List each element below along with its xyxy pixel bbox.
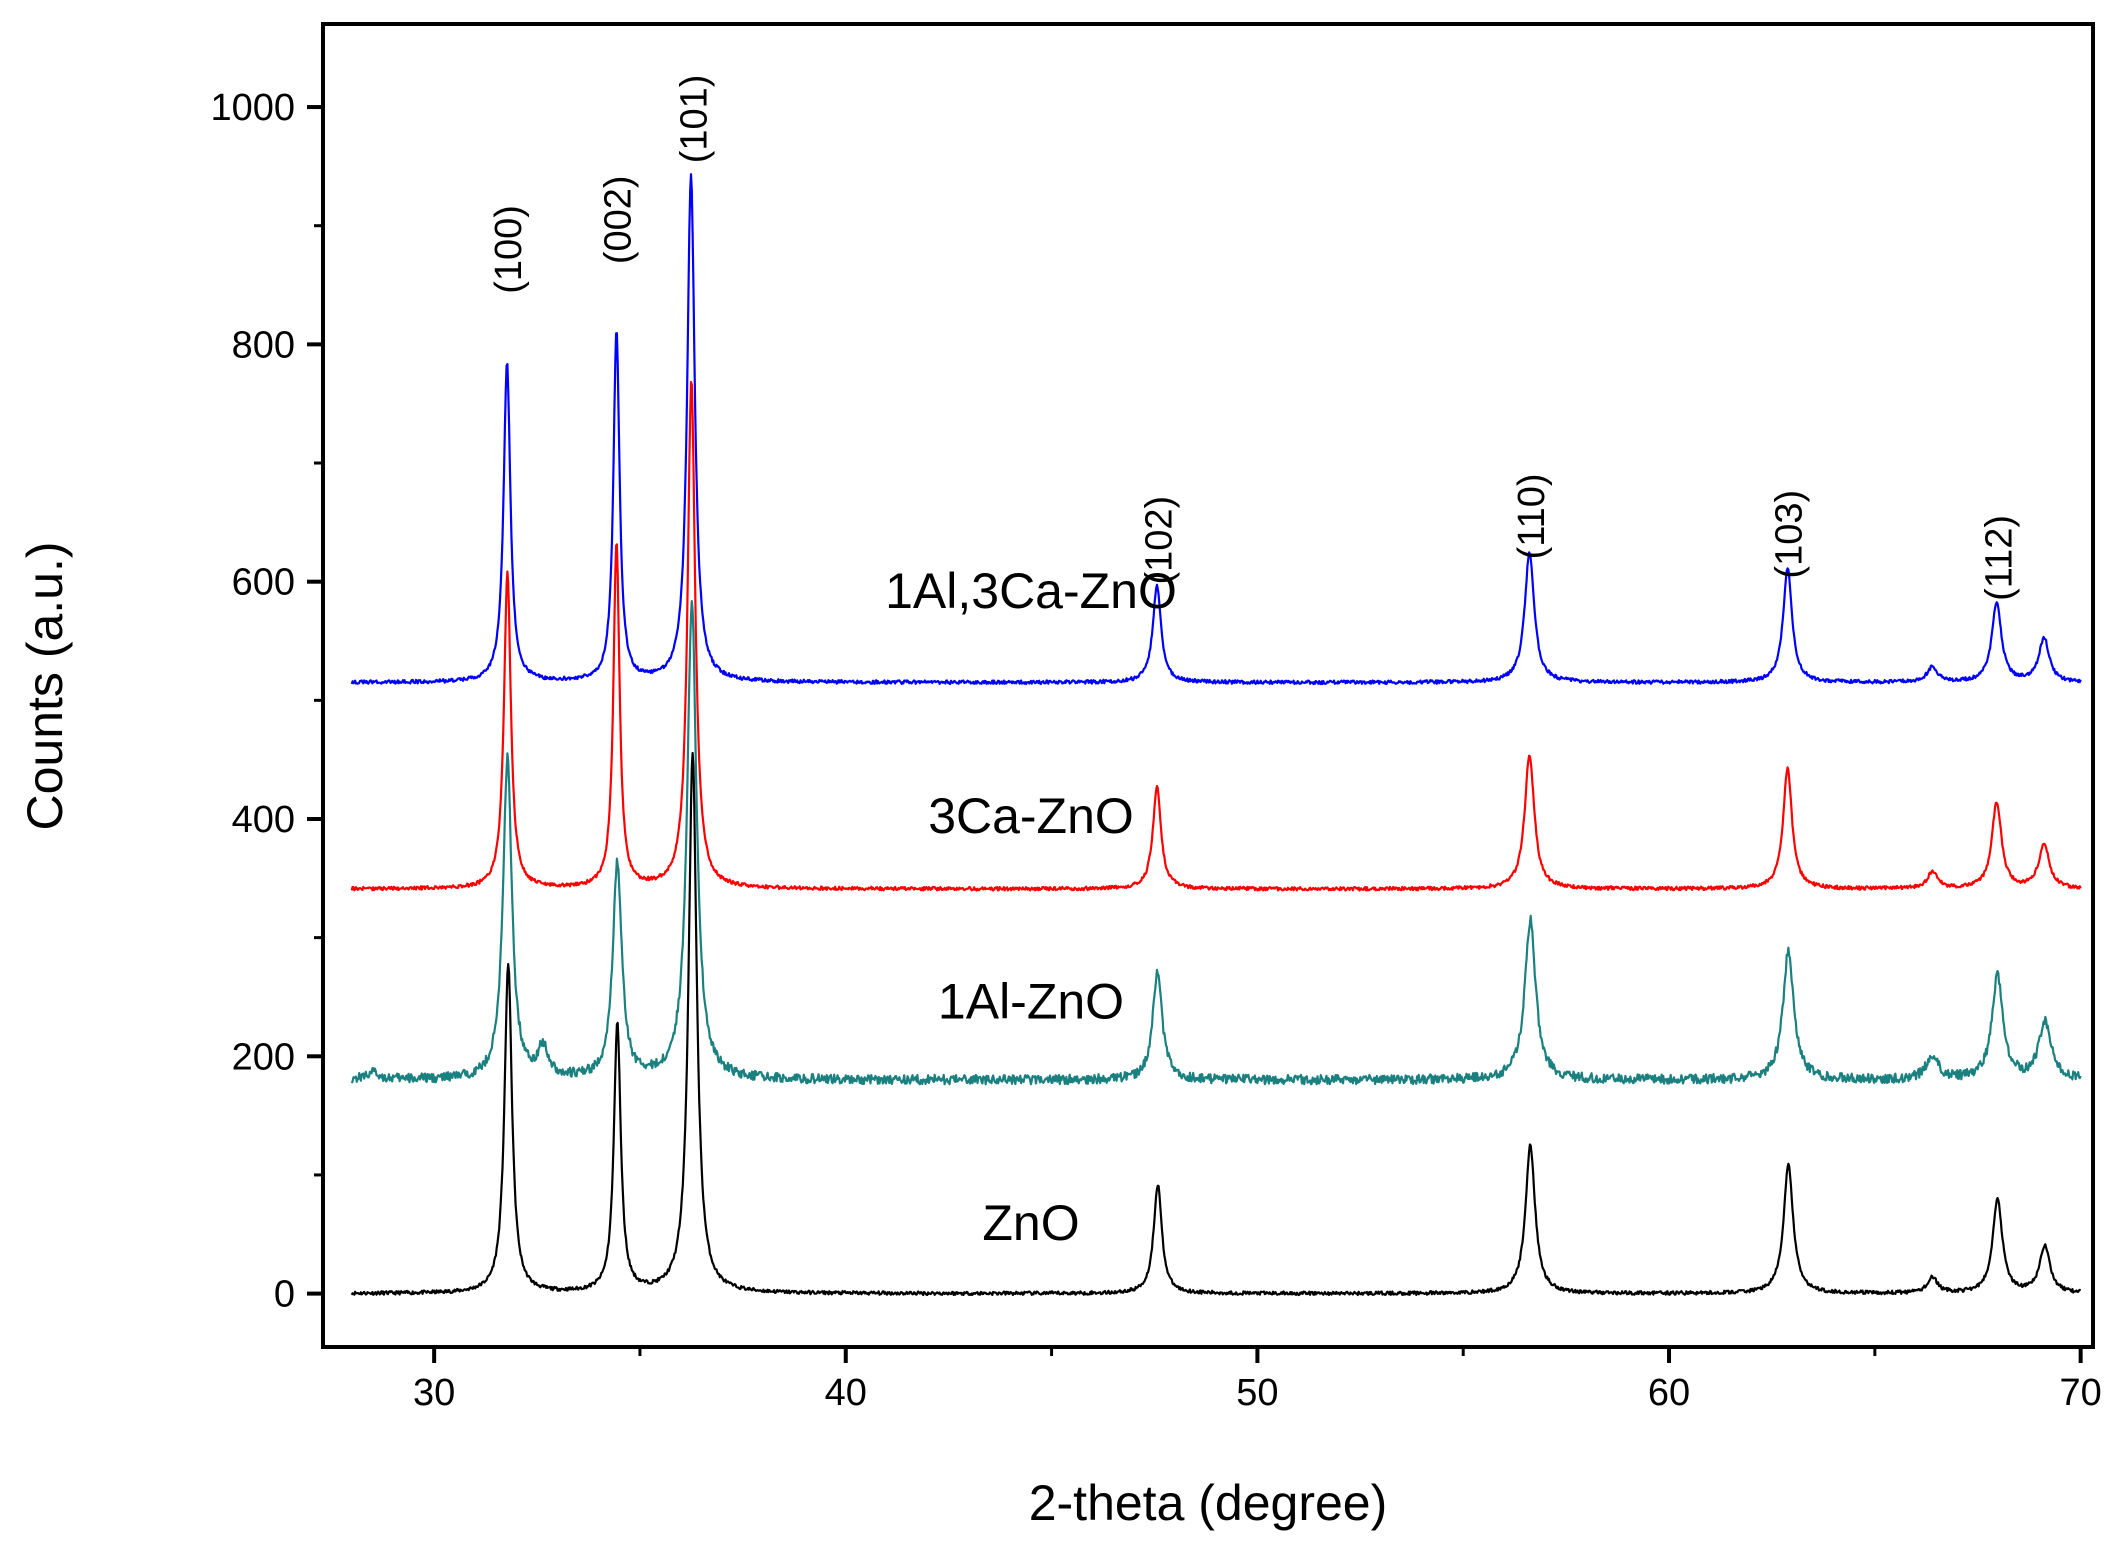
peak-label: (103)	[1768, 490, 1810, 579]
labels-layer: 1Al,3Ca-ZnO 3Ca-ZnO 1Al-ZnO ZnO (100) (002) (1…	[488, 75, 2020, 1252]
series-label: 1Al,3Ca-ZnO	[885, 563, 1177, 619]
series-label: 3Ca-ZnO	[928, 788, 1134, 844]
peak-label: (101)	[673, 75, 715, 164]
x-axis-title: 2-theta (degree)	[1029, 1475, 1388, 1531]
x-tick-label: 30	[413, 1372, 455, 1414]
ticks-layer: 30 40 50 60 70 0 200 400 600 800 1000	[210, 87, 2101, 1414]
series-line-1al-3ca-zno	[350, 173, 2082, 686]
series-layer	[350, 173, 2082, 1297]
y-tick-label: 0	[274, 1274, 295, 1316]
peak-label: (102)	[1139, 496, 1181, 585]
y-tick-label: 600	[232, 562, 295, 604]
peak-label: (110)	[1511, 473, 1553, 559]
y-tick-label: 400	[232, 799, 295, 841]
x-tick-label: 40	[825, 1372, 867, 1414]
x-tick-label: 70	[2060, 1372, 2102, 1414]
series-line-1al-zno	[350, 600, 2082, 1086]
series-label: 1Al-ZnO	[938, 973, 1124, 1029]
series-line-3ca-zno	[350, 380, 2082, 892]
plot-area	[321, 22, 2095, 1349]
y-tick-label: 1000	[210, 87, 295, 129]
series-line-zno	[350, 751, 2081, 1297]
y-tick-label: 200	[232, 1036, 295, 1078]
peak-label: (112)	[1978, 515, 2020, 601]
peak-label: (002)	[597, 175, 639, 264]
x-tick-label: 60	[1648, 1372, 1690, 1414]
x-tick-label: 50	[1236, 1372, 1278, 1414]
peak-label: (100)	[488, 205, 530, 294]
y-tick-label: 800	[232, 324, 295, 366]
y-axis-title: Counts (a.u.)	[17, 541, 73, 830]
series-label: ZnO	[982, 1195, 1079, 1251]
